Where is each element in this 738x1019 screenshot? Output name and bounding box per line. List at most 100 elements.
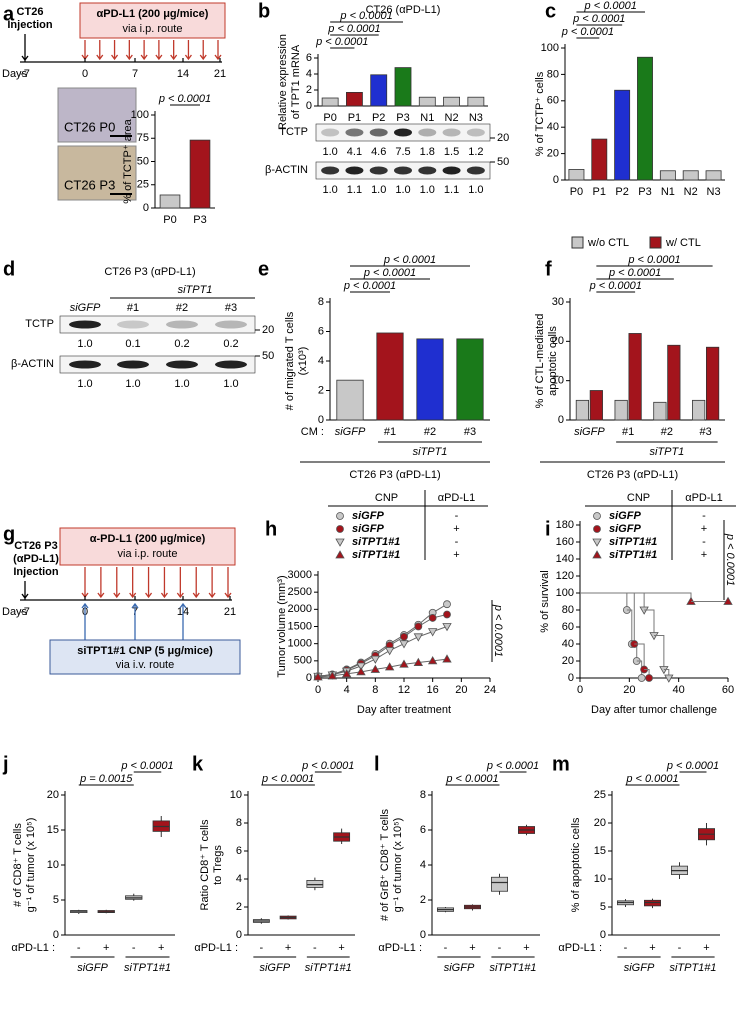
injection-text: CT26 bbox=[17, 6, 44, 18]
p-value: p < 0.0001 bbox=[261, 773, 314, 785]
p-value: p < 0.0001 bbox=[589, 280, 642, 292]
y-tick-label: 2 bbox=[236, 901, 242, 913]
legend-label: w/o CTL bbox=[587, 237, 629, 249]
p-value: p < 0.0001 bbox=[584, 0, 637, 12]
quantification: 1.1 bbox=[347, 184, 362, 196]
blot-band bbox=[369, 166, 388, 175]
survival-step bbox=[580, 592, 628, 610]
y-tick-label: 0 bbox=[553, 174, 559, 186]
x-tick-label: P1 bbox=[348, 112, 361, 124]
blot-row-label: β-ACTIN bbox=[265, 164, 308, 176]
marker bbox=[442, 623, 452, 632]
panel-label: k bbox=[192, 753, 204, 775]
bar bbox=[659, 170, 676, 181]
x-axis-label: Day after treatment bbox=[357, 704, 451, 716]
quantification: 0.2 bbox=[174, 338, 189, 350]
lane-label: #1 bbox=[127, 302, 139, 314]
x-tick-label: 20 bbox=[455, 684, 467, 696]
marker bbox=[413, 633, 424, 642]
y-tick-label: 3000 bbox=[288, 569, 312, 581]
marker bbox=[313, 672, 323, 681]
series-line bbox=[317, 626, 448, 677]
bar bbox=[705, 170, 722, 181]
p-value: p < 0.0001 bbox=[561, 26, 614, 38]
survival-step bbox=[654, 635, 665, 670]
blot-band bbox=[117, 360, 149, 369]
y-tick-label: 60 bbox=[547, 95, 559, 107]
delivery-box bbox=[49, 639, 241, 675]
legend-treatment: + bbox=[701, 523, 707, 535]
blot-band bbox=[166, 360, 198, 369]
p-value: p < 0.0001 bbox=[363, 267, 416, 279]
p-value: p < 0.0001 bbox=[486, 760, 539, 772]
x-tick-label: P1 bbox=[593, 186, 606, 198]
panel-label: m bbox=[552, 753, 570, 775]
y-tick-label: 30 bbox=[552, 296, 564, 308]
marker bbox=[335, 538, 345, 547]
quantification: 1.0 bbox=[322, 146, 337, 158]
cnp-arrow-head bbox=[131, 602, 139, 609]
marker bbox=[399, 659, 409, 668]
marker bbox=[593, 525, 601, 533]
marker bbox=[336, 525, 344, 533]
x-tick-label: - bbox=[260, 942, 264, 954]
series-line bbox=[317, 603, 448, 677]
blot-band bbox=[345, 128, 364, 137]
blot-row-label: TCTP bbox=[279, 126, 308, 138]
p-value: p < 0.0001 bbox=[572, 13, 625, 25]
p-value: p < 0.0001 bbox=[666, 760, 719, 772]
y-tick-label: 8 bbox=[420, 789, 426, 801]
x-tick-label: #3 bbox=[464, 426, 476, 438]
group-label: siTPT1 bbox=[413, 446, 448, 458]
y-tick-label: 50 bbox=[137, 155, 149, 167]
legend-name: siTPT1#1 bbox=[609, 549, 657, 561]
dose-arrow-head bbox=[160, 592, 168, 599]
blot-band bbox=[345, 166, 364, 175]
y-tick-label: 0 bbox=[600, 929, 606, 941]
x-tick-label: - bbox=[444, 942, 448, 954]
marker bbox=[370, 655, 381, 664]
day-tick-label: 0 bbox=[82, 68, 88, 80]
x-tick-label: #1 bbox=[622, 426, 634, 438]
quantification: 1.0 bbox=[420, 184, 435, 196]
y-axis-label: # of GrB⁺ CD8⁺ T cells bbox=[379, 808, 391, 921]
y-tick-label: 5 bbox=[53, 894, 59, 906]
blot-title: CT26 P3 (αPD-L1) bbox=[104, 266, 195, 278]
dose-arrow-head bbox=[113, 592, 121, 599]
dose-arrow-head bbox=[96, 54, 104, 61]
marker bbox=[427, 628, 438, 637]
bar bbox=[706, 346, 720, 421]
x-tick-label: 12 bbox=[398, 684, 410, 696]
y-tick-label: 2 bbox=[318, 384, 324, 396]
legend-name: siGFP bbox=[609, 510, 641, 522]
blot-frame bbox=[59, 315, 256, 334]
y-tick-label: 0 bbox=[318, 414, 324, 426]
day-tick-label: 7 bbox=[132, 68, 138, 80]
blot-row-label: β-ACTIN bbox=[11, 358, 54, 370]
quantification: 1.0 bbox=[322, 184, 337, 196]
quantification: 4.6 bbox=[371, 146, 386, 158]
injection-text: (αPD-L1) bbox=[13, 553, 59, 565]
cell-line-label: CT26 P3 (αPD-L1) bbox=[587, 469, 678, 481]
x-prefix-label: CM : bbox=[301, 426, 324, 438]
blot-group: siTPT1 bbox=[178, 284, 213, 296]
y-axis-label: % of TCTP⁺ cells bbox=[534, 71, 546, 156]
legend-treatment: + bbox=[453, 549, 459, 561]
panel-label: j bbox=[2, 753, 9, 775]
blot-band bbox=[166, 320, 198, 329]
y-tick-label: 20 bbox=[552, 335, 564, 347]
y-axis-label: % of TCTP⁺ area bbox=[122, 118, 134, 203]
p-value: p < 0.0001 bbox=[343, 280, 396, 292]
legend-name: siTPT1#1 bbox=[609, 536, 657, 548]
x-tick-label: 16 bbox=[427, 684, 439, 696]
bar bbox=[692, 399, 706, 421]
size-marker: 50 bbox=[497, 156, 509, 168]
group-label: siTPT1#1 bbox=[669, 962, 716, 974]
blot-band bbox=[369, 128, 388, 137]
p-value: p < 0.0001 bbox=[120, 760, 173, 772]
panel-label: e bbox=[258, 258, 269, 280]
bar bbox=[416, 338, 444, 421]
survival-step bbox=[626, 609, 633, 644]
y-tick-label: 8 bbox=[236, 817, 242, 829]
blot-band bbox=[117, 320, 149, 329]
